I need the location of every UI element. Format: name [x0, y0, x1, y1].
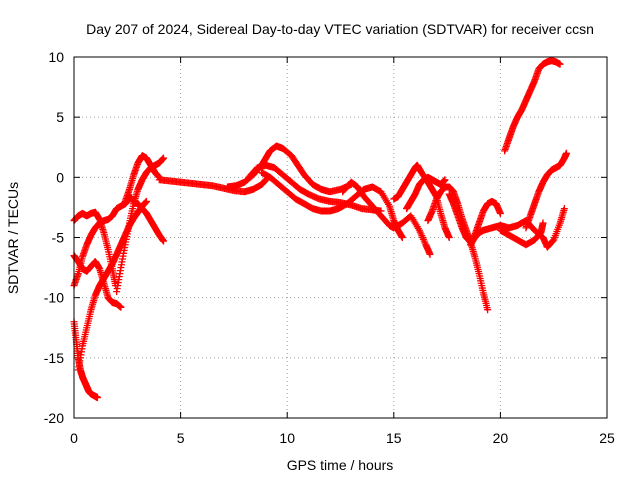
- data-point: [117, 303, 125, 311]
- series-trace-l: [258, 169, 406, 241]
- data-point: [484, 306, 492, 314]
- data-point: [160, 154, 168, 162]
- x-tick-label: 5: [177, 430, 185, 446]
- y-tick-label: 5: [56, 109, 64, 125]
- y-tick-label: -15: [44, 350, 64, 366]
- data-point: [560, 205, 568, 213]
- y-tick-label: -10: [44, 290, 64, 306]
- data-point: [539, 219, 547, 227]
- axis-ticks: [73, 56, 608, 419]
- series-trace-p: [424, 183, 492, 314]
- data-point: [441, 176, 449, 184]
- x-tick-label: 15: [386, 430, 402, 446]
- series-trace-u: [501, 57, 564, 155]
- series-trace-o: [403, 173, 449, 213]
- series-trace-j: [224, 142, 355, 196]
- data-point: [549, 237, 557, 245]
- data-point: [93, 394, 101, 402]
- series-trace-k: [245, 161, 385, 215]
- data-point: [142, 197, 150, 205]
- y-tick-label: 0: [56, 169, 64, 185]
- y-tick-label: 10: [48, 49, 64, 65]
- series-trace-s: [496, 219, 547, 249]
- data-point: [398, 234, 406, 241]
- series-trace-f: [113, 154, 168, 296]
- y-tick-labels: -20 -15 -10 -5 0 5 10: [44, 49, 64, 426]
- data-point: [426, 250, 434, 258]
- data-point: [562, 149, 570, 157]
- series-trace-t: [522, 149, 570, 232]
- x-tick-label: 25: [599, 430, 615, 446]
- y-tick-label: -20: [44, 410, 64, 426]
- data-point: [160, 237, 168, 245]
- series-trace-r: [467, 205, 568, 251]
- x-axis-label: GPS time / hours: [287, 457, 394, 473]
- data-point: [556, 60, 564, 68]
- chart-title: Day 207 of 2024, Sidereal Day-to-day VTE…: [86, 21, 594, 37]
- y-axis-label: SDTVAR / TECUs: [5, 182, 21, 294]
- plot-frame: [73, 56, 608, 419]
- data-points: [70, 57, 570, 402]
- grid-lines: [74, 57, 607, 418]
- series-trace-h: [125, 193, 168, 245]
- y-tick-label: -5: [52, 230, 65, 246]
- data-point: [445, 234, 453, 241]
- x-tick-label: 10: [279, 430, 295, 446]
- x-tick-label: 20: [493, 430, 509, 446]
- x-tick-labels: 0 5 10 15 20 25: [70, 430, 615, 446]
- data-point: [496, 209, 504, 217]
- x-tick-label: 0: [70, 430, 78, 446]
- series-trace-m: [339, 178, 434, 258]
